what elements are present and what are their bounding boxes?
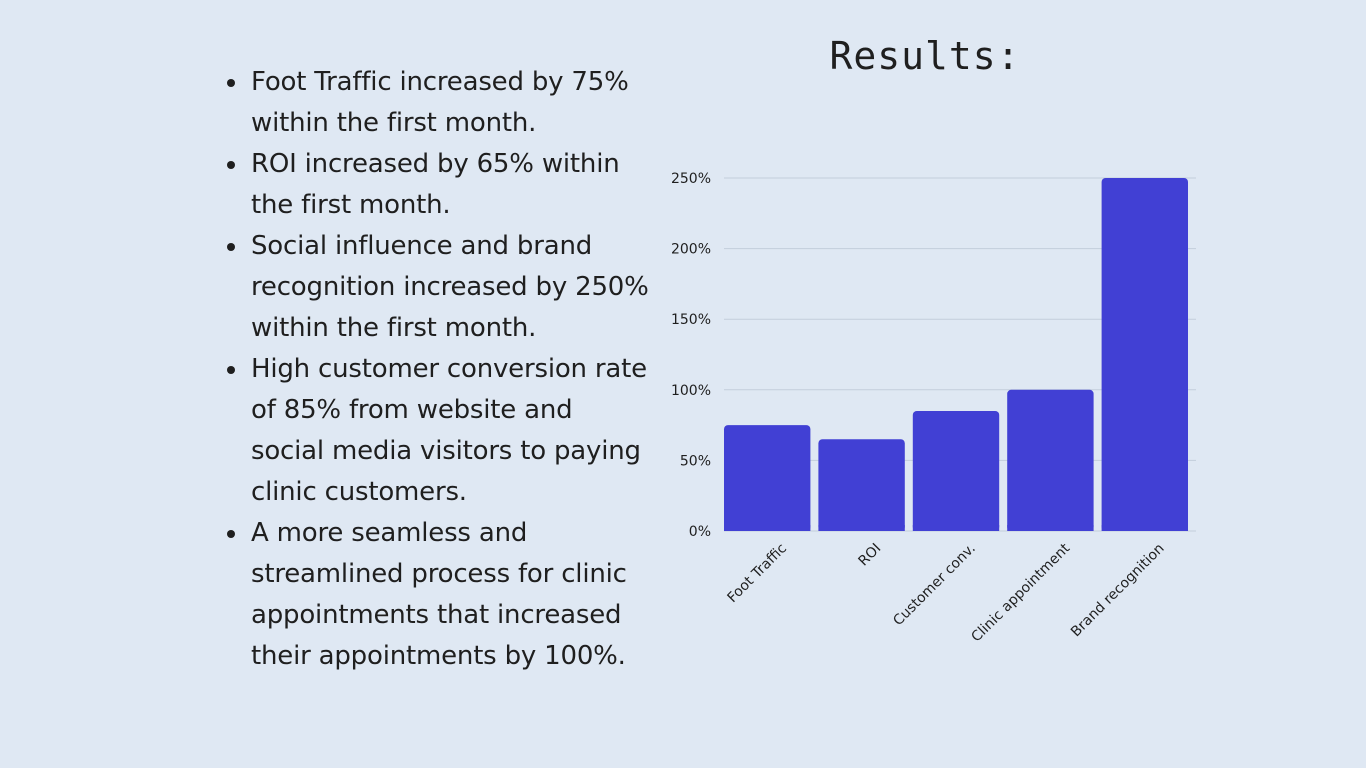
x-tick-label: Customer conv. xyxy=(890,541,979,630)
bullet-text: Social influence and brand recognition i… xyxy=(251,231,649,343)
bar xyxy=(1007,389,1094,531)
bar xyxy=(1101,178,1188,531)
x-tick-label: Foot Traffic xyxy=(724,541,790,607)
results-bar-chart: 0% 50% 100% 150% 200% 250% Foot Traffic ROI Cust… xyxy=(640,150,1220,674)
bar-base xyxy=(912,525,1000,531)
bullet-dot-icon xyxy=(227,161,235,169)
bar-base xyxy=(1007,525,1094,531)
x-tick-label: Brand recognition xyxy=(1068,541,1168,641)
bar-base xyxy=(1101,525,1188,531)
bullet-item: ROI increased by 65% within the first mo… xyxy=(222,144,652,226)
bullet-item: Foot Traffic increased by 75% within the… xyxy=(222,62,652,144)
y-tick-label: 0% xyxy=(689,524,711,540)
y-tick-label: 250% xyxy=(671,171,711,187)
x-tick-label: Clinic appointment xyxy=(968,540,1073,645)
bullet-item: Social influence and brand recognition i… xyxy=(222,226,652,349)
bullet-text: A more seamless and streamlined process … xyxy=(251,518,627,671)
bar xyxy=(818,439,905,531)
y-tick-label: 200% xyxy=(671,242,711,258)
chart-title: Results: xyxy=(829,34,1021,78)
y-tick-label: 50% xyxy=(680,453,711,469)
bullet-item: A more seamless and streamlined process … xyxy=(222,513,652,677)
bar-base xyxy=(724,525,811,531)
bar xyxy=(912,410,1000,531)
bullet-dot-icon xyxy=(227,243,235,251)
y-tick-label: 100% xyxy=(671,383,711,399)
bullet-text: High customer conversion rate of 85% fro… xyxy=(251,354,647,507)
bar xyxy=(724,425,811,531)
bullet-dot-icon xyxy=(227,366,235,374)
y-tick-label: 150% xyxy=(671,312,711,328)
bullet-dot-icon xyxy=(227,530,235,538)
bar-base xyxy=(818,525,905,531)
bullet-dot-icon xyxy=(227,79,235,87)
x-tick-label: ROI xyxy=(856,541,885,570)
bullet-text: ROI increased by 65% within the first mo… xyxy=(251,149,620,220)
chart-canvas: 0% 50% 100% 150% 200% 250% Foot Traffic ROI Cust… xyxy=(671,171,1196,645)
bullet-item: High customer conversion rate of 85% fro… xyxy=(222,349,652,513)
results-bullet-list: Foot Traffic increased by 75% within the… xyxy=(222,62,652,677)
bullet-text: Foot Traffic increased by 75% within the… xyxy=(251,67,629,138)
